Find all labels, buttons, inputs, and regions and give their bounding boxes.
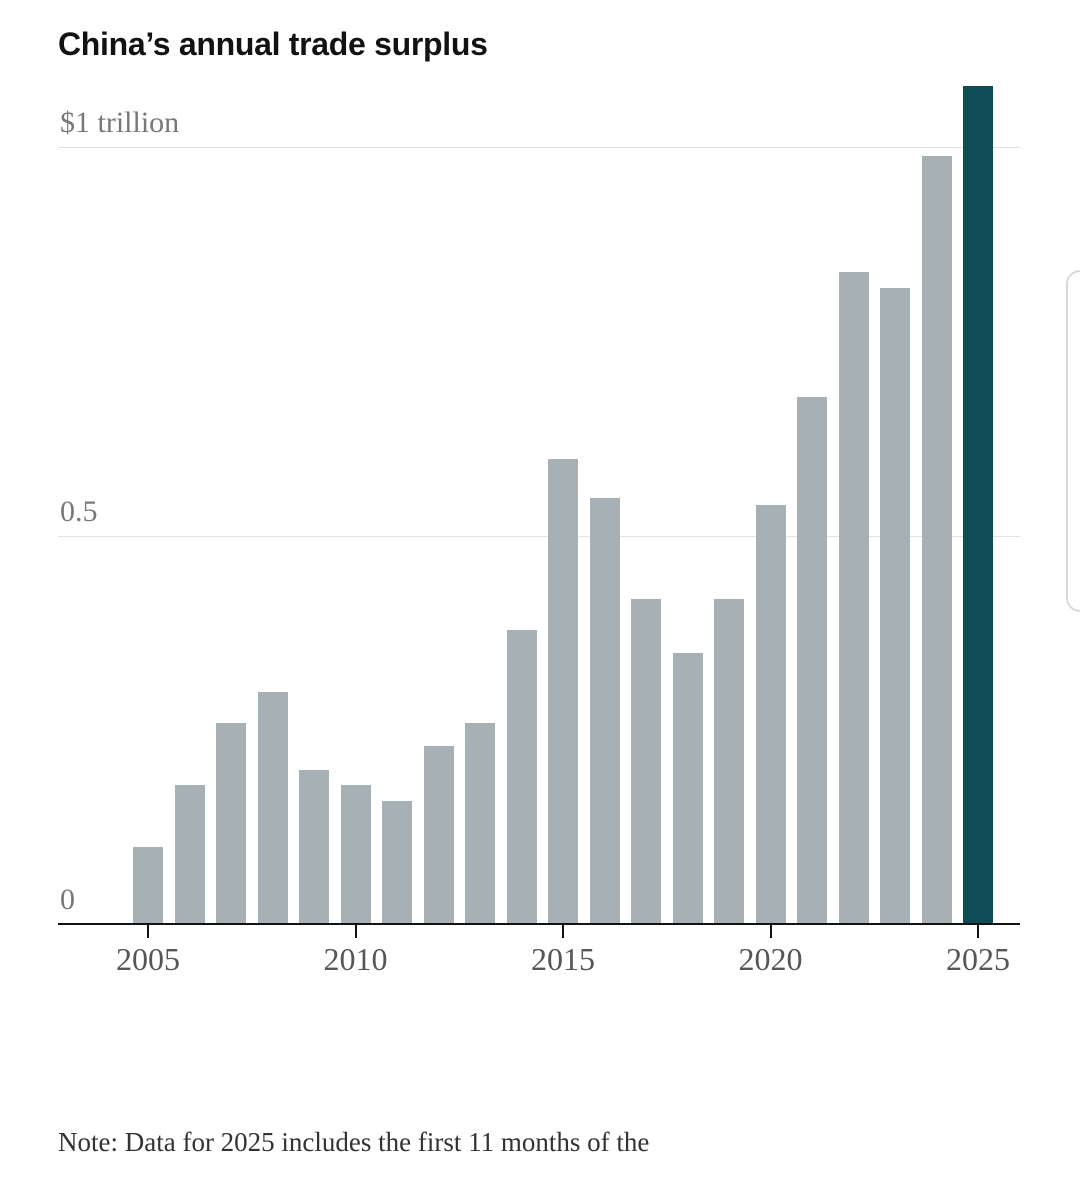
x-tick (562, 925, 564, 938)
bar-2006 (174, 785, 205, 925)
x-axis-label: 2025 (946, 941, 1010, 977)
footnote: Note: Data for 2025 includes the first 1… (58, 1042, 938, 1191)
bar-2009 (299, 769, 329, 925)
x-tick (147, 925, 149, 938)
y-axis-label: 0 (60, 883, 75, 916)
note-line: Note: Data for 2025 includes the first 1… (58, 1127, 650, 1157)
bar-2011 (382, 800, 412, 925)
bar-2024 (921, 155, 952, 925)
bar-2012 (423, 746, 454, 925)
bar-2008 (257, 691, 288, 925)
bar-2010 (340, 785, 371, 925)
bar-2017 (631, 598, 661, 925)
bar-2005 (133, 847, 163, 925)
bar-2013 (465, 722, 495, 925)
bar-2007 (216, 722, 246, 925)
x-axis-label: 2015 (531, 941, 595, 977)
x-tick (769, 925, 772, 938)
bar-2014 (506, 629, 537, 925)
bar-2022 (838, 272, 869, 925)
right-edge-partial-card (1066, 270, 1080, 612)
bar-2019 (714, 598, 744, 925)
x-axis-line (58, 923, 1020, 925)
gridline (58, 535, 1020, 537)
bar-2025 (963, 85, 993, 925)
x-axis-label: 2020 (738, 941, 803, 977)
bar-2020 (755, 505, 786, 925)
bar-2015 (548, 458, 578, 925)
x-axis-label: 2010 (323, 941, 388, 977)
x-tick (354, 925, 357, 938)
bar-2016 (589, 497, 620, 925)
y-axis-label: 0.5 (60, 494, 98, 528)
x-tick (977, 925, 979, 938)
x-axis: 2005 2010 2015 2020 2025 (58, 925, 1020, 995)
y-axis-label: $1 trillion (60, 106, 180, 139)
plot-area: 0 0.5 $1 trillion (58, 85, 1020, 925)
gridline (58, 147, 1020, 148)
x-axis-label: 2005 (116, 941, 180, 977)
chart-title: China’s annual trade surplus (58, 26, 488, 62)
bar-2023 (880, 287, 910, 925)
bar-2021 (797, 396, 827, 925)
bar-2018 (672, 653, 703, 925)
